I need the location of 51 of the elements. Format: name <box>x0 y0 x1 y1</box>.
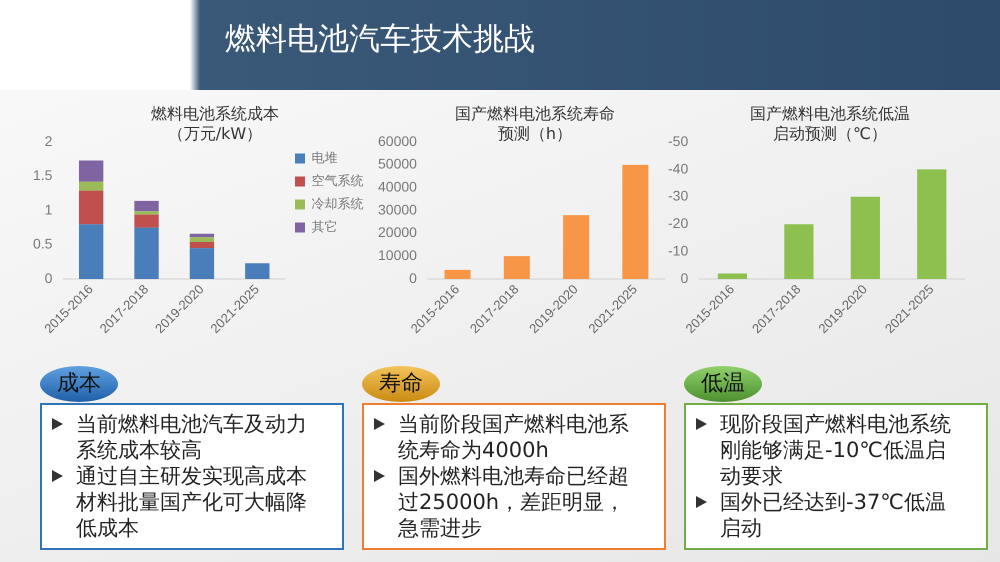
bar <box>78 190 104 224</box>
text: 国外已经达到-37℃低温启动 <box>720 489 947 541</box>
y-tick-label: 1.5 <box>32 167 53 184</box>
text: 当前阶段国产燃料电池系统寿命为4000h <box>398 411 630 463</box>
chart-title: 国产燃料电池系统低温启动预测（℃） <box>750 104 910 144</box>
chart-title: 国产燃料电池系统寿命预测（h） <box>455 104 615 144</box>
text: 国外燃料电池寿命已经超过25000h，差距明显，急需进步 <box>398 463 630 541</box>
legend-label: 其它 <box>312 219 338 234</box>
text: 当前燃料电池汽车及动力系统成本较高 <box>76 411 308 463</box>
bar <box>190 248 214 280</box>
bar <box>78 224 104 280</box>
bar <box>78 160 104 182</box>
bar <box>245 263 270 280</box>
y-tick-label: 50000 <box>378 156 418 172</box>
legend-label: 空气系统 <box>312 173 364 188</box>
y-tick-label: 40000 <box>378 178 418 195</box>
y-tick-label: 30000 <box>378 201 418 218</box>
y-tick-label: 0.5 <box>32 236 53 252</box>
y-tick-label: -20 <box>668 215 688 232</box>
text: 寿命 <box>362 366 440 402</box>
chart-title: 燃料电池系统成本（万元/kW） <box>150 104 280 144</box>
text: 成本 <box>40 366 118 402</box>
y-tick-label: 10000 <box>378 247 418 264</box>
bar <box>134 200 159 212</box>
bar <box>444 270 471 280</box>
y-tick-label: 0 <box>44 270 53 286</box>
y-tick-label: 0 <box>680 270 688 286</box>
y-tick-label: -10 <box>668 242 688 258</box>
bar <box>134 214 159 228</box>
y-tick-label: 0 <box>409 270 418 286</box>
y-tick-label: 20000 <box>378 224 418 240</box>
bar <box>563 215 590 280</box>
legend-label: 电堆 <box>312 150 338 166</box>
y-tick-label: 60000 <box>378 132 418 149</box>
bar <box>78 182 104 191</box>
text: 现阶段国产燃料电池系统刚能够满足-10℃低温启动要求 <box>720 411 952 489</box>
bar <box>134 211 159 215</box>
bar <box>190 237 214 242</box>
bar <box>134 228 159 280</box>
y-tick-label: 1 <box>44 201 53 218</box>
text: 低温 <box>684 366 762 402</box>
y-tick-label: -50 <box>668 132 688 149</box>
bar <box>190 242 214 248</box>
y-tick-label: -40 <box>668 160 688 176</box>
legend-label: 冷却系统 <box>312 196 364 212</box>
text: 通过自主研发实现高成本材料批量国产化可大幅降低成本 <box>76 463 308 541</box>
text: 燃料电池汽车技术挑战 <box>225 20 535 59</box>
y-tick-label: -30 <box>668 188 688 204</box>
y-tick-label: 2 <box>44 132 53 149</box>
bar <box>622 164 648 280</box>
bar <box>504 256 530 280</box>
